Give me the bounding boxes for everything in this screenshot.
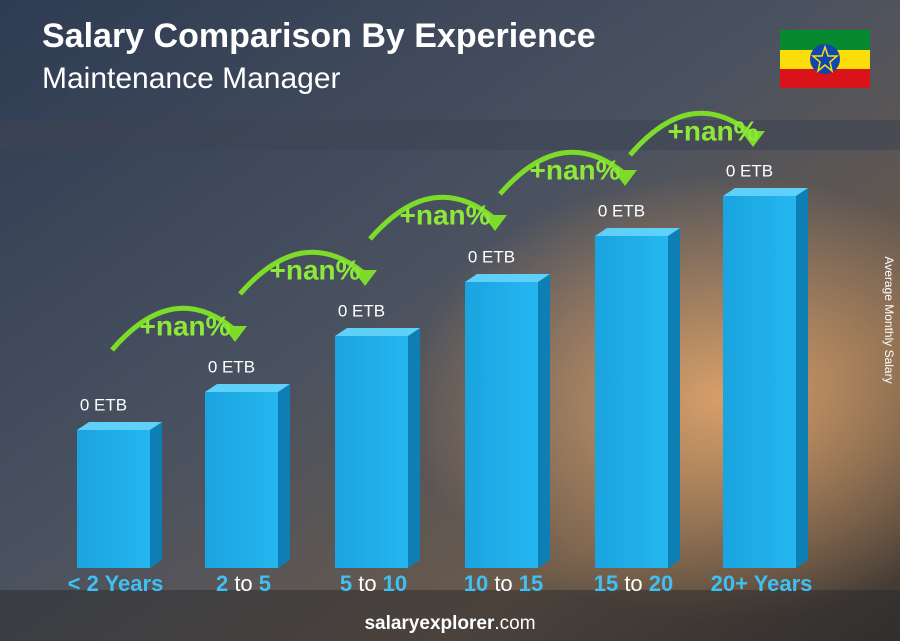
category-label: 15 to 20 — [594, 571, 674, 596]
change-arrowhead — [741, 131, 765, 147]
bar — [205, 392, 278, 568]
change-arrow — [498, 149, 627, 196]
change-label: +nan% — [269, 254, 360, 285]
category-part: to — [358, 571, 382, 596]
category-part: 5 — [259, 571, 271, 596]
chart: 0 ETB < 2 Years 0 ETB 2 to 5 0 ETB 5 to 10 0 E… — [68, 110, 813, 596]
category-part: 10 — [383, 571, 407, 596]
value-label: 0 ETB — [598, 201, 645, 220]
flag — [780, 30, 870, 88]
category-part: 5 — [340, 571, 358, 596]
category-label: < 2 Years — [68, 571, 164, 596]
value-label: 0 ETB — [726, 161, 773, 180]
bar-top — [465, 274, 550, 282]
background-ground — [0, 590, 900, 641]
value-label: 0 ETB — [338, 301, 385, 320]
change-label: +nan% — [667, 115, 758, 146]
category-label: 5 to 10 — [340, 571, 407, 596]
category-part: to — [234, 571, 258, 596]
bar — [335, 336, 408, 568]
category-part: to — [494, 571, 518, 596]
bar-side — [150, 422, 162, 568]
change-arrowhead — [483, 215, 507, 231]
change-arrow — [368, 194, 497, 241]
bar-top — [77, 422, 162, 430]
change-arrowhead — [223, 326, 247, 342]
bar — [465, 282, 538, 568]
category-label: 20+ Years — [711, 571, 813, 596]
category-part: 2 — [216, 571, 234, 596]
bar-top — [595, 228, 680, 236]
bar — [77, 430, 150, 568]
change-label: +nan% — [139, 310, 230, 341]
bar-side — [538, 274, 550, 568]
bar-top — [335, 328, 420, 336]
value-label: 0 ETB — [468, 247, 515, 266]
brand-part: .com — [494, 613, 535, 634]
category-part: 15 — [519, 571, 543, 596]
change-arrow — [238, 249, 367, 296]
brand-part: explorer — [419, 613, 495, 634]
bar-top — [205, 384, 290, 392]
category-part: 20+ Years — [711, 571, 813, 596]
category-part: 10 — [464, 571, 495, 596]
value-label: 0 ETB — [80, 395, 127, 414]
title: Salary Comparison By Experience — [42, 17, 596, 55]
change-arrowhead — [613, 170, 637, 186]
category-label: 2 to 5 — [216, 571, 271, 596]
change-label: +nan% — [399, 199, 490, 230]
brand-part: salary — [364, 613, 419, 634]
category-part: < 2 Years — [68, 571, 164, 596]
bar-side — [668, 228, 680, 568]
axis-label: Average Monthly Salary — [882, 256, 896, 383]
category-part: 15 — [594, 571, 625, 596]
category-part: to — [624, 571, 648, 596]
bar-side — [408, 328, 420, 568]
bar — [723, 196, 796, 568]
category-part: 20 — [649, 571, 673, 596]
bar-side — [796, 188, 808, 568]
change-arrow — [628, 110, 755, 157]
background-beam — [0, 120, 900, 150]
bar-side — [278, 384, 290, 568]
value-label: 0 ETB — [208, 357, 255, 376]
footer-brand: salaryexplorer.com — [364, 613, 535, 634]
change-arrow — [110, 305, 237, 352]
change-label: +nan% — [529, 154, 620, 185]
subtitle: Maintenance Manager — [42, 62, 341, 95]
category-label: 10 to 15 — [464, 571, 544, 596]
change-arrowhead — [353, 270, 377, 286]
bar — [595, 236, 668, 568]
bar-top — [723, 188, 808, 196]
